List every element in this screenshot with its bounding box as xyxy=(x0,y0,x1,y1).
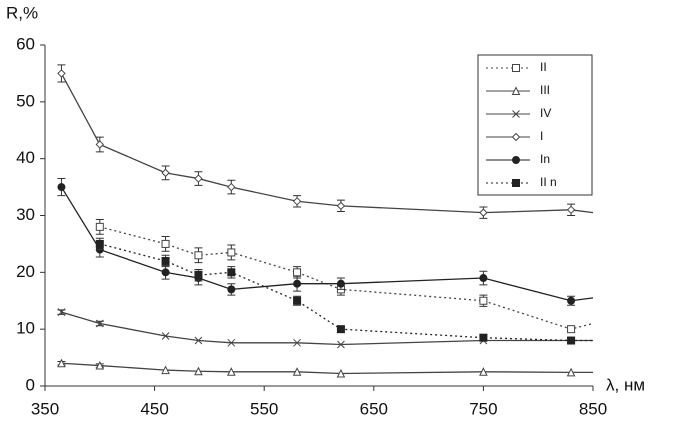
marker xyxy=(293,268,302,277)
y-tick-label: 20 xyxy=(16,262,35,281)
series-line xyxy=(60,186,594,302)
marker xyxy=(336,279,345,288)
marker xyxy=(566,367,576,377)
legend-label: In xyxy=(540,152,550,166)
series-line xyxy=(99,226,594,330)
marker xyxy=(161,332,170,340)
marker xyxy=(336,201,346,211)
marker xyxy=(227,268,236,277)
marker xyxy=(95,360,105,370)
marker xyxy=(567,296,576,305)
marker xyxy=(57,183,66,192)
marker xyxy=(567,336,576,345)
legend-label: IV xyxy=(540,106,551,120)
y-tick-label: 50 xyxy=(16,91,35,110)
marker xyxy=(57,308,66,316)
x-tick-label: 750 xyxy=(469,399,497,418)
legend-label: II n xyxy=(540,175,557,189)
marker xyxy=(479,208,488,217)
x-axis-label: λ, нм xyxy=(606,375,645,394)
marker xyxy=(161,239,170,248)
marker xyxy=(511,86,521,95)
y-axis-label: R,% xyxy=(6,3,38,22)
x-tick-label: 450 xyxy=(140,399,168,418)
marker xyxy=(95,222,104,231)
marker xyxy=(337,340,345,349)
series-line xyxy=(99,243,593,342)
marker xyxy=(336,325,345,334)
marker xyxy=(227,248,236,257)
marker xyxy=(479,333,488,342)
marker xyxy=(57,69,66,78)
marker xyxy=(566,205,576,215)
marker xyxy=(292,367,302,376)
x-tick-label: 550 xyxy=(250,399,278,418)
marker xyxy=(95,140,105,149)
marker xyxy=(161,268,170,277)
marker xyxy=(194,271,203,280)
marker xyxy=(227,285,236,294)
x-tick-label: 850 xyxy=(579,399,607,418)
marker xyxy=(293,279,302,288)
x-tick-label: 650 xyxy=(360,399,388,418)
legend-label: II xyxy=(540,60,547,74)
y-tick-label: 0 xyxy=(26,375,35,394)
marker xyxy=(161,168,170,178)
marker xyxy=(293,296,302,305)
series-line xyxy=(61,362,593,375)
y-tick-label: 40 xyxy=(16,148,35,167)
marker xyxy=(227,182,236,192)
marker xyxy=(479,367,488,376)
marker xyxy=(227,367,236,376)
series-line xyxy=(61,311,593,346)
y-tick-label: 30 xyxy=(16,205,35,224)
marker xyxy=(512,156,520,164)
legend xyxy=(477,54,593,196)
marker xyxy=(95,239,104,248)
legend-label: III xyxy=(540,83,550,97)
marker xyxy=(512,64,520,72)
marker xyxy=(512,179,520,187)
y-tick-label: 10 xyxy=(16,319,35,338)
marker xyxy=(512,110,520,118)
y-tick-label: 60 xyxy=(16,34,35,53)
legend-label: I xyxy=(540,129,543,143)
marker xyxy=(479,296,488,305)
series-line xyxy=(60,73,594,214)
marker xyxy=(567,325,576,334)
marker xyxy=(511,132,521,142)
marker xyxy=(95,319,104,328)
marker xyxy=(336,368,346,378)
marker xyxy=(479,274,488,283)
marker xyxy=(161,365,170,375)
marker xyxy=(161,256,170,265)
marker xyxy=(194,174,203,183)
marker xyxy=(227,338,236,347)
marker xyxy=(292,197,302,206)
marker xyxy=(194,366,203,376)
marker xyxy=(194,336,203,345)
marker xyxy=(57,358,66,368)
x-tick-label: 350 xyxy=(31,399,59,418)
marker xyxy=(194,251,203,260)
marker xyxy=(293,338,301,347)
